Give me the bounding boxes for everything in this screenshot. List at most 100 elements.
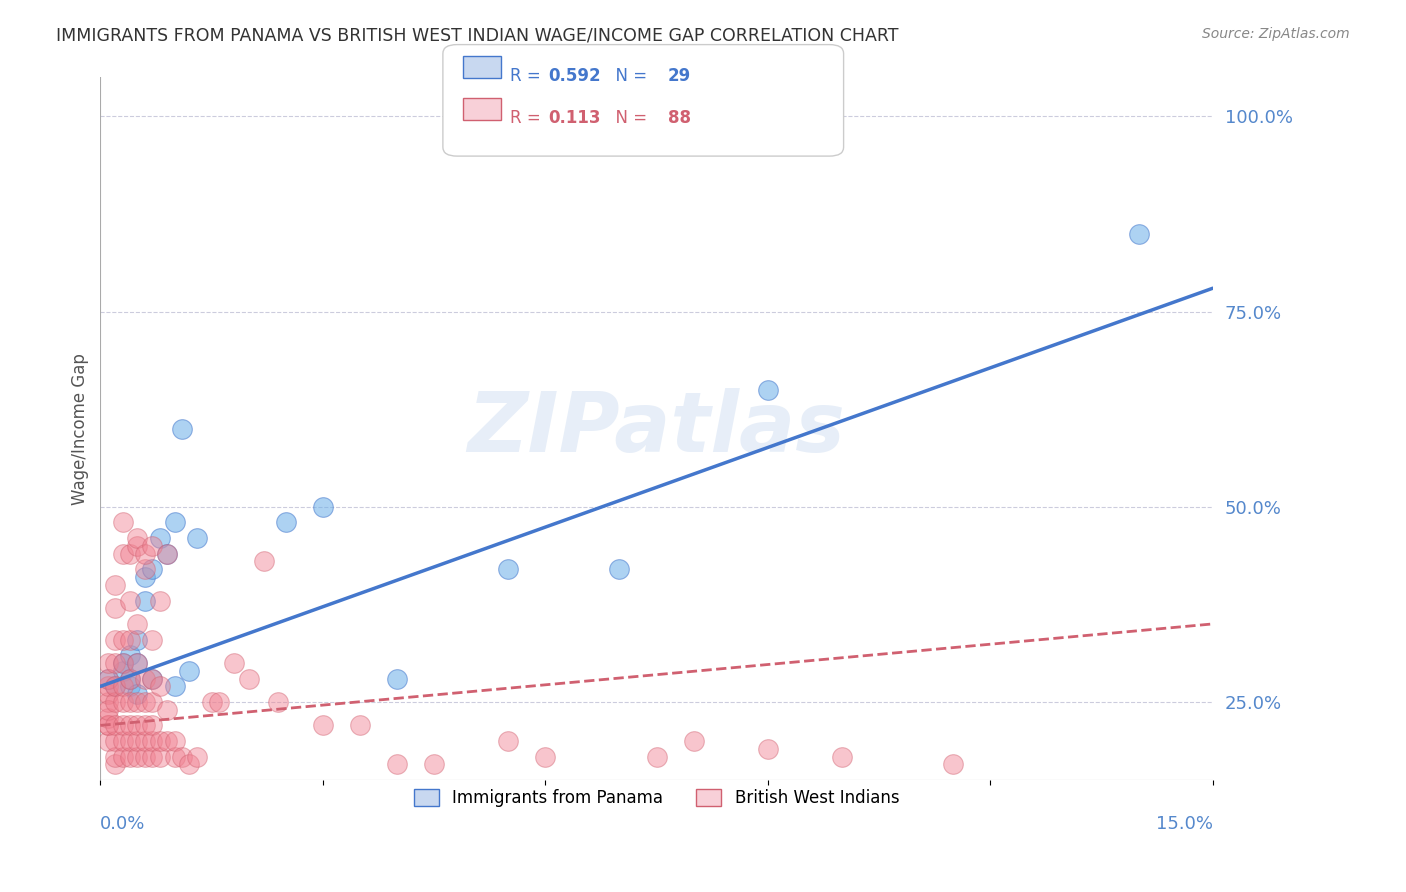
Point <box>97 679 120 693</box>
Point <box>97 734 120 748</box>
Legend: Immigrants from Panama, British West Indians: Immigrants from Panama, British West Ind… <box>408 782 905 814</box>
Text: Source: ZipAtlas.com: Source: ZipAtlas.com <box>1202 27 1350 41</box>
Point <box>208 695 231 709</box>
Point <box>134 695 156 709</box>
Point <box>496 734 519 748</box>
Point <box>238 672 260 686</box>
Point <box>97 656 120 670</box>
Point <box>141 734 163 748</box>
Point <box>312 500 335 514</box>
Point <box>111 664 134 678</box>
Point <box>127 718 149 732</box>
Point <box>97 703 120 717</box>
Text: 0.113: 0.113 <box>548 109 600 127</box>
Point <box>118 672 141 686</box>
Text: R =: R = <box>510 109 551 127</box>
Point <box>111 679 134 693</box>
Point <box>118 695 141 709</box>
Point <box>267 695 290 709</box>
Point <box>756 383 779 397</box>
Point <box>104 718 127 732</box>
Text: 15.0%: 15.0% <box>1156 815 1213 833</box>
Point <box>104 679 127 693</box>
Point <box>118 718 141 732</box>
Point <box>200 695 222 709</box>
Point <box>149 593 172 607</box>
Text: R =: R = <box>510 67 547 85</box>
Point <box>111 656 134 670</box>
Point <box>141 672 163 686</box>
Text: 88: 88 <box>668 109 690 127</box>
Point <box>423 757 446 772</box>
Point <box>111 516 134 530</box>
Point <box>163 679 186 693</box>
Point <box>179 664 201 678</box>
Point <box>127 539 149 553</box>
Point <box>134 718 156 732</box>
Point <box>127 531 149 545</box>
Point <box>111 656 134 670</box>
Text: 0.592: 0.592 <box>548 67 600 85</box>
Point <box>186 531 208 545</box>
Text: N =: N = <box>605 109 652 127</box>
Point <box>645 749 668 764</box>
Point <box>385 757 408 772</box>
Point <box>127 656 149 670</box>
Point <box>118 679 141 693</box>
Point <box>1128 227 1150 241</box>
Point <box>118 632 141 647</box>
Point <box>156 547 179 561</box>
Point <box>141 632 163 647</box>
Point <box>97 710 120 724</box>
Point <box>179 757 201 772</box>
Point <box>134 734 156 748</box>
Point <box>127 616 149 631</box>
Point <box>118 734 141 748</box>
Point <box>118 593 141 607</box>
Point <box>141 539 163 553</box>
Point <box>149 679 172 693</box>
Point <box>104 632 127 647</box>
Point <box>756 741 779 756</box>
Point <box>163 749 186 764</box>
Point <box>979 797 1001 811</box>
Y-axis label: Wage/Income Gap: Wage/Income Gap <box>72 353 89 505</box>
Point <box>349 718 371 732</box>
Point <box>170 749 193 764</box>
Point <box>141 695 163 709</box>
Point <box>163 516 186 530</box>
Text: 29: 29 <box>668 67 692 85</box>
Point <box>127 656 149 670</box>
Text: 0.0%: 0.0% <box>100 815 146 833</box>
Point <box>134 672 156 686</box>
Point <box>274 516 297 530</box>
Point <box>104 757 127 772</box>
Point <box>97 672 120 686</box>
Point <box>609 562 631 576</box>
Point <box>156 734 179 748</box>
Text: IMMIGRANTS FROM PANAMA VS BRITISH WEST INDIAN WAGE/INCOME GAP CORRELATION CHART: IMMIGRANTS FROM PANAMA VS BRITISH WEST I… <box>56 27 898 45</box>
Point <box>385 672 408 686</box>
Point <box>104 749 127 764</box>
Point <box>111 718 134 732</box>
Point <box>97 695 120 709</box>
Point <box>149 734 172 748</box>
Point <box>134 570 156 584</box>
Point <box>222 656 245 670</box>
Point <box>127 749 149 764</box>
Point <box>149 531 172 545</box>
Point <box>134 749 156 764</box>
Point <box>97 718 120 732</box>
Text: ZIPatlas: ZIPatlas <box>468 388 845 469</box>
Point <box>97 672 120 686</box>
Point <box>141 672 163 686</box>
Point <box>118 749 141 764</box>
Point <box>118 672 141 686</box>
Point <box>127 734 149 748</box>
Point <box>127 687 149 701</box>
Point <box>127 695 149 709</box>
Point <box>104 734 127 748</box>
Point <box>134 562 156 576</box>
Point <box>97 687 120 701</box>
Point <box>682 734 704 748</box>
